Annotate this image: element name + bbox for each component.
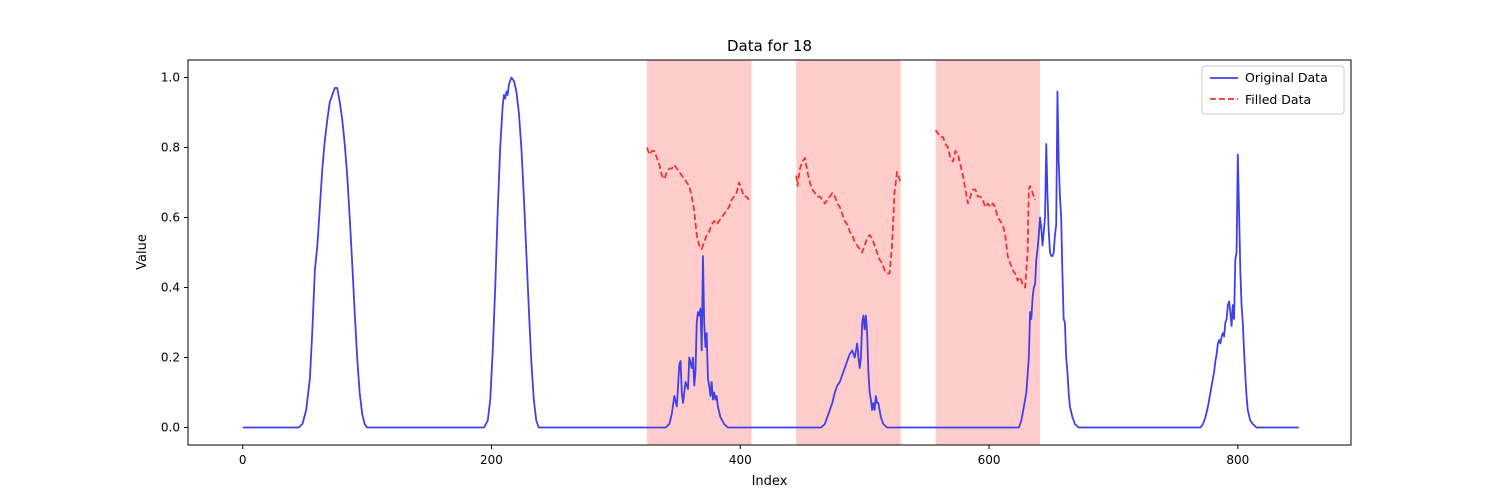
y-tick-label: 1.0 [161, 71, 180, 85]
y-tick-label: 0.4 [161, 281, 180, 295]
series-line-filled-data-segment-3 [934, 129, 1036, 289]
shaded-regions [646, 60, 1041, 445]
x-tick-label: 800 [1226, 453, 1249, 467]
x-tick-label: 200 [480, 453, 503, 467]
series-line-original-data [242, 76, 1299, 429]
x-tick-label: 400 [729, 453, 752, 467]
legend-label-original-data: Original Data [1245, 70, 1328, 85]
chart-title: Data for 18 [727, 37, 812, 55]
y-axis-ticks: 0.0 0.2 0.4 0.6 0.8 1.0 [161, 71, 188, 435]
x-axis-label: Index [752, 474, 788, 489]
plot-area-frame [187, 59, 1352, 446]
legend-label-filled-data: Filled Data [1245, 92, 1311, 107]
x-tick-label: 0 [239, 453, 247, 467]
shaded-region-2 [796, 60, 901, 445]
series-line-filled-data-segment-1 [646, 147, 750, 250]
series-lines [242, 76, 1299, 429]
y-tick-label: 0.6 [161, 211, 180, 225]
shaded-region-3 [935, 60, 1041, 445]
y-tick-label: 0.8 [161, 141, 180, 155]
x-tick-label: 600 [978, 453, 1001, 467]
legend: Original Data Filled Data [1201, 65, 1345, 115]
y-axis-label: Value [135, 234, 150, 270]
x-axis-ticks: 0 200 400 600 800 [239, 445, 1249, 467]
y-tick-label: 0.0 [161, 421, 180, 435]
y-tick-label: 0.2 [161, 351, 180, 365]
shaded-region-1 [646, 60, 752, 445]
series-line-filled-data-segment-2 [795, 157, 902, 275]
